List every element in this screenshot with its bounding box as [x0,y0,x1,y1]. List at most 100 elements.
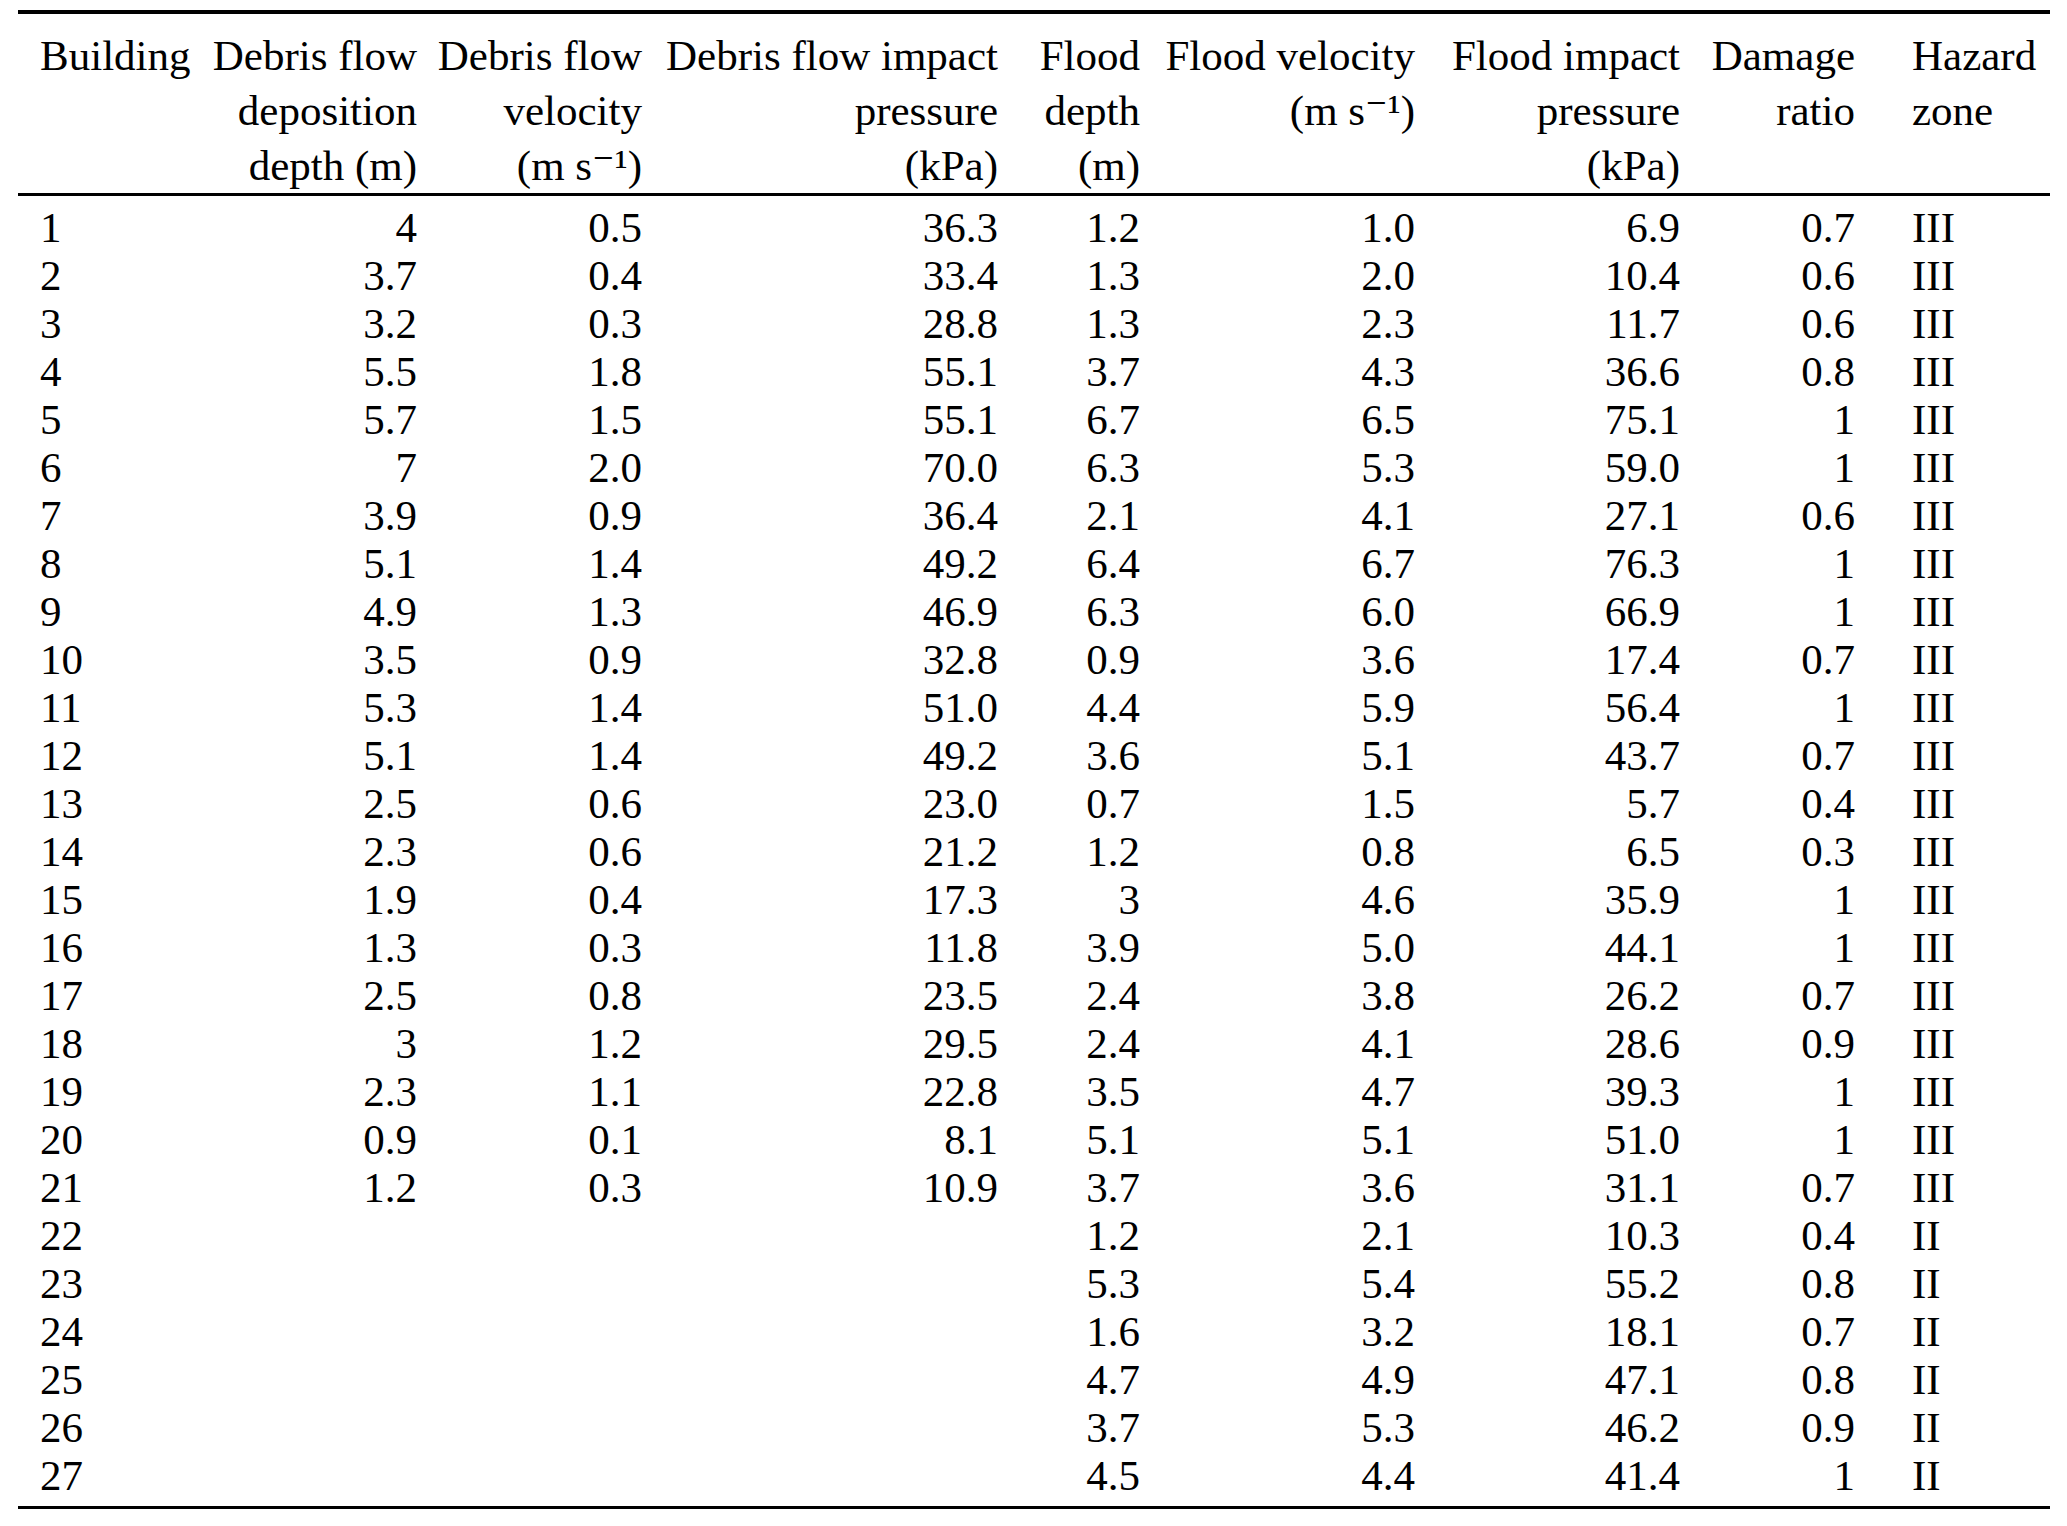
cell-debris_flow_impact_pressure_kpa: 55.1 [642,396,998,444]
table-row: 55.71.555.16.76.575.11III [18,396,2050,444]
cell-hazard_zone: III [1855,492,2050,540]
cell-building: 20 [18,1116,193,1164]
cell-debris_flow_impact_pressure_kpa: 17.3 [642,876,998,924]
cell-damage_ratio: 1 [1680,924,1855,972]
table-row: 33.20.328.81.32.311.70.6III [18,300,2050,348]
cell-flood_impact_pressure_kpa: 6.9 [1415,195,1680,253]
cell-debris_flow_impact_pressure_kpa: 8.1 [642,1116,998,1164]
column-header-line: (m s⁻¹) [1140,83,1415,138]
cell-flood_impact_pressure_kpa: 5.7 [1415,780,1680,828]
cell-debris_flow_velocity_ms [417,1404,642,1452]
cell-debris_flow_deposition_depth_m: 7 [193,444,417,492]
cell-flood_velocity_ms: 0.8 [1140,828,1415,876]
column-header-line: zone [1912,83,2050,138]
column-header-line: (kPa) [642,138,998,193]
cell-debris_flow_impact_pressure_kpa [642,1356,998,1404]
cell-flood_velocity_ms: 4.1 [1140,1020,1415,1068]
cell-hazard_zone: III [1855,252,2050,300]
table-row: 274.54.441.41II [18,1452,2050,1506]
column-header-line: Flood impact [1415,28,1680,83]
cell-flood_impact_pressure_kpa: 27.1 [1415,492,1680,540]
cell-flood_impact_pressure_kpa: 55.2 [1415,1260,1680,1308]
cell-damage_ratio: 1 [1680,1116,1855,1164]
cell-debris_flow_impact_pressure_kpa: 33.4 [642,252,998,300]
cell-debris_flow_velocity_ms: 0.3 [417,924,642,972]
cell-debris_flow_deposition_depth_m: 3.5 [193,636,417,684]
cell-flood_impact_pressure_kpa: 17.4 [1415,636,1680,684]
cell-flood_depth_m: 3.5 [998,1068,1140,1116]
cell-building: 8 [18,540,193,588]
cell-damage_ratio: 1 [1680,444,1855,492]
cell-flood_depth_m: 0.9 [998,636,1140,684]
table-row: 1831.229.52.44.128.60.9III [18,1020,2050,1068]
cell-flood_velocity_ms: 3.6 [1140,1164,1415,1212]
cell-debris_flow_impact_pressure_kpa: 23.5 [642,972,998,1020]
column-header-line: depth (m) [193,138,417,193]
cell-damage_ratio: 0.7 [1680,195,1855,253]
cell-debris_flow_deposition_depth_m [193,1356,417,1404]
column-header-line: Damage [1680,28,1855,83]
cell-debris_flow_velocity_ms: 1.1 [417,1068,642,1116]
cell-debris_flow_impact_pressure_kpa [642,1452,998,1506]
cell-damage_ratio: 0.7 [1680,732,1855,780]
cell-debris_flow_impact_pressure_kpa: 49.2 [642,540,998,588]
cell-hazard_zone: III [1855,972,2050,1020]
column-header-line: Debris flow [417,28,642,83]
table-row: 85.11.449.26.46.776.31III [18,540,2050,588]
cell-flood_depth_m: 6.3 [998,588,1140,636]
cell-hazard_zone: III [1855,636,2050,684]
table-row: 172.50.823.52.43.826.20.7III [18,972,2050,1020]
cell-flood_velocity_ms: 3.8 [1140,972,1415,1020]
cell-debris_flow_velocity_ms [417,1260,642,1308]
cell-flood_impact_pressure_kpa: 59.0 [1415,444,1680,492]
cell-flood_impact_pressure_kpa: 51.0 [1415,1116,1680,1164]
cell-debris_flow_impact_pressure_kpa [642,1308,998,1356]
cell-hazard_zone: III [1855,195,2050,253]
table-row: 241.63.218.10.7II [18,1308,2050,1356]
cell-flood_depth_m: 3.7 [998,348,1140,396]
cell-damage_ratio: 0.8 [1680,1356,1855,1404]
table-row: 132.50.623.00.71.55.70.4III [18,780,2050,828]
cell-hazard_zone: III [1855,732,2050,780]
cell-hazard_zone: III [1855,396,2050,444]
table-body: 140.536.31.21.06.90.7III23.70.433.41.32.… [18,195,2050,1507]
cell-hazard_zone: III [1855,444,2050,492]
cell-debris_flow_impact_pressure_kpa: 70.0 [642,444,998,492]
cell-debris_flow_deposition_depth_m [193,1404,417,1452]
cell-flood_velocity_ms: 6.7 [1140,540,1415,588]
cell-hazard_zone: II [1855,1260,2050,1308]
cell-debris_flow_deposition_depth_m [193,1452,417,1506]
table-row: 211.20.310.93.73.631.10.7III [18,1164,2050,1212]
column-header-line: pressure [1415,83,1680,138]
cell-debris_flow_deposition_depth_m: 0.9 [193,1116,417,1164]
cell-hazard_zone: II [1855,1452,2050,1506]
table-row: 200.90.18.15.15.151.01III [18,1116,2050,1164]
cell-building: 9 [18,588,193,636]
cell-debris_flow_velocity_ms: 0.8 [417,972,642,1020]
cell-damage_ratio: 0.9 [1680,1404,1855,1452]
cell-building: 6 [18,444,193,492]
cell-flood_velocity_ms: 2.0 [1140,252,1415,300]
cell-flood_depth_m: 1.2 [998,1212,1140,1260]
cell-building: 23 [18,1260,193,1308]
column-header-line: velocity [417,83,642,138]
column-header-damage_ratio: Damageratio [1680,14,1855,195]
cell-debris_flow_velocity_ms: 1.3 [417,588,642,636]
table-row: 151.90.417.334.635.91III [18,876,2050,924]
cell-flood_impact_pressure_kpa: 35.9 [1415,876,1680,924]
cell-debris_flow_velocity_ms: 1.5 [417,396,642,444]
cell-hazard_zone: III [1855,1116,2050,1164]
header-row: BuildingDebris flowdepositiondepth (m)De… [18,14,2050,195]
cell-building: 7 [18,492,193,540]
cell-flood_velocity_ms: 4.9 [1140,1356,1415,1404]
cell-hazard_zone: III [1855,540,2050,588]
cell-debris_flow_deposition_depth_m: 1.2 [193,1164,417,1212]
cell-flood_depth_m: 3.7 [998,1164,1140,1212]
cell-debris_flow_deposition_depth_m: 2.3 [193,828,417,876]
cell-debris_flow_velocity_ms: 0.6 [417,828,642,876]
cell-building: 13 [18,780,193,828]
cell-building: 1 [18,195,193,253]
cell-debris_flow_impact_pressure_kpa: 10.9 [642,1164,998,1212]
cell-debris_flow_impact_pressure_kpa: 46.9 [642,588,998,636]
cell-damage_ratio: 1 [1680,876,1855,924]
